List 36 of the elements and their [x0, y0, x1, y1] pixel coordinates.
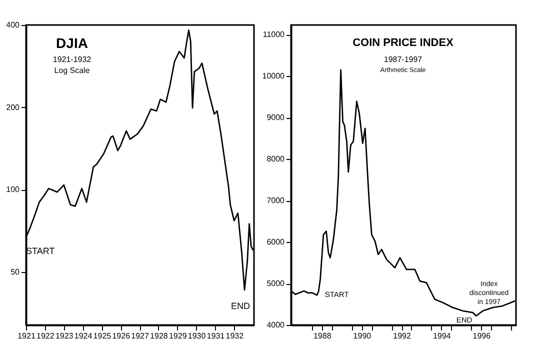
text: 1921-1932 [52, 55, 92, 64]
y-tick-label: 50 [10, 267, 20, 276]
y-tick-label: 8000 [266, 154, 286, 164]
annotation: Log Scale [54, 66, 90, 75]
x-tick-label: 1925 [93, 332, 112, 340]
x-tick-label: 1996 [472, 332, 492, 340]
annotation: END [231, 300, 251, 311]
y-tick-label: 9000 [266, 113, 286, 122]
x-tick-label: 1932 [226, 332, 244, 340]
y-tick-label: 200 [6, 102, 20, 112]
x-tick-label: 1923 [55, 332, 74, 340]
y-tick-label: 5000 [266, 279, 286, 288]
x-tick-label: 1994 [432, 332, 452, 340]
text: COIN PRICE INDEX [352, 37, 454, 49]
text: DJIA [56, 35, 88, 51]
annotation: START [26, 246, 56, 256]
x-tick-label: 1992 [393, 332, 412, 340]
x-tick-label: 1988 [313, 332, 332, 340]
y-tick-label: 400 [6, 20, 20, 30]
y-tick-label: 100 [6, 185, 20, 194]
x-tick-label: 1922 [36, 332, 55, 340]
x-tick-label: 1924 [74, 332, 93, 340]
y-tick-label: 6000 [266, 238, 286, 247]
x-tick-label: 1928 [150, 332, 168, 340]
x-tick-label: 1930 [188, 332, 206, 340]
y-tick-label: 7000 [266, 196, 286, 206]
x-tick-label: 1990 [353, 332, 372, 340]
x-tick-label: 1927 [131, 332, 150, 340]
y-tick-label: 10000 [262, 72, 286, 81]
y-tick-label: 4000 [266, 320, 286, 330]
x-tick-label: 1926 [112, 332, 131, 340]
x-tick-label: 1921 [18, 332, 36, 340]
y-tick-label: 11000 [262, 30, 286, 40]
x-tick-label: 1931 [206, 332, 226, 340]
x-tick-label: 1929 [168, 332, 188, 340]
text: 1987-1997 [384, 55, 423, 64]
